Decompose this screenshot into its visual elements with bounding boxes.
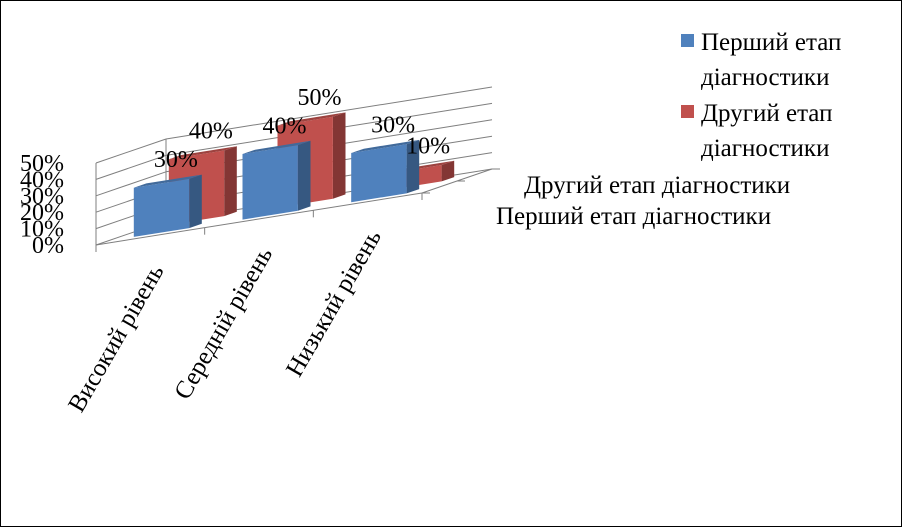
- bar-top: [133, 174, 202, 188]
- category-label: Високий рівень: [63, 260, 169, 417]
- bar: [133, 178, 190, 237]
- legend: Перший етап діагностики Другий етап діаг…: [677, 25, 897, 167]
- legend-item-first-stage: Перший етап діагностики: [677, 25, 897, 95]
- bar-top: [168, 146, 237, 160]
- category-label: Низький рівень: [281, 225, 387, 381]
- data-label: 30%: [154, 147, 198, 173]
- side-wall-gridline: [95, 138, 167, 164]
- y-tick-label: 20%: [20, 200, 64, 226]
- y-tick-label: 40%: [20, 167, 64, 193]
- legend-swatch-second-stage: [681, 105, 694, 118]
- y-tick-label: 50%: [20, 151, 64, 177]
- legend-item-second-stage: Другий етап діагностики: [677, 96, 897, 166]
- y-tick-label: 0%: [32, 233, 64, 259]
- legend-label-second-stage: Другий етап діагностики: [701, 100, 833, 162]
- bar: [351, 144, 407, 203]
- bar-top: [277, 112, 346, 126]
- bar-side: [297, 140, 311, 211]
- gridline: [165, 86, 493, 140]
- floor-front-edge: [95, 192, 423, 246]
- data-label: 10%: [406, 133, 450, 159]
- bar-side: [224, 146, 237, 217]
- bar-side: [332, 112, 346, 199]
- bar-side: [441, 160, 455, 182]
- bar-side: [406, 139, 420, 194]
- side-wall-gridline: [95, 154, 167, 180]
- side-wall-gridline: [95, 171, 167, 197]
- y-tick-label: 30%: [20, 184, 64, 210]
- depth-axis-label: Перший етап діагностики: [496, 203, 771, 230]
- bar-top: [351, 139, 420, 153]
- bar-side: [189, 174, 202, 229]
- bar-top: [242, 140, 311, 154]
- y-tick-label: 10%: [20, 217, 64, 243]
- category-label: Середній рівень: [169, 243, 278, 405]
- data-label: 40%: [189, 119, 233, 145]
- bar: [242, 145, 298, 220]
- legend-swatch-first-stage: [681, 34, 694, 47]
- data-label: 30%: [371, 112, 415, 138]
- legend-label-first-stage: Перший етап діагностики: [701, 29, 842, 91]
- data-label: 50%: [298, 85, 342, 111]
- data-label: 40%: [263, 113, 307, 139]
- depth-axis-label: Другий етап діагностики: [524, 172, 790, 199]
